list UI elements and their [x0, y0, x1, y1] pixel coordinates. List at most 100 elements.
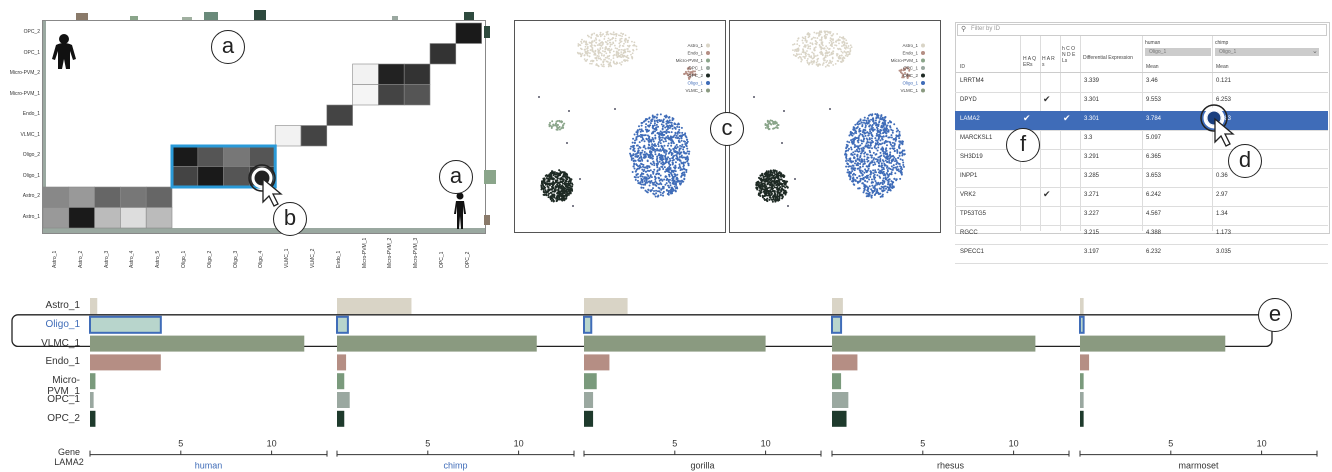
species-label-human: human	[195, 461, 223, 471]
heatmap-cell[interactable]	[403, 84, 431, 106]
col-header-id[interactable]: ID	[960, 64, 965, 70]
heatmap-cell[interactable]	[352, 84, 379, 106]
human-cluster-select[interactable]: Oligo_1	[1145, 48, 1211, 56]
col-header-haqers[interactable]: H A Q ERs	[1023, 56, 1037, 68]
col-header-hconsdels[interactable]: h C O N D E Ls	[1062, 46, 1076, 64]
table-row[interactable]: LRRTM4 3.339 3.46 0.121	[955, 73, 1328, 93]
umap-panel-left[interactable]: Astro_1 Endo_1 Micro-PVM_1 OPC_1 OPC_2 Oligo_…	[514, 20, 726, 233]
bar-gorilla-Astro_1[interactable]	[584, 298, 628, 314]
table-row[interactable]: MARCKSL1 3.3 5.097	[955, 130, 1328, 150]
heatmap-cell[interactable]	[326, 104, 353, 126]
species-label-chimp: chimp	[443, 461, 467, 471]
bar-marmoset-Oligo_1[interactable]	[1079, 315, 1085, 334]
heatmap-col-label: Astro_5	[155, 250, 162, 268]
bar-rhesus-VLMC_1[interactable]	[832, 335, 1036, 352]
bar-rhesus-Micro-PVM_1[interactable]	[832, 373, 842, 390]
bar-human-Oligo_1[interactable]	[89, 315, 162, 334]
heatmap-cell[interactable]	[300, 125, 328, 147]
bar-rhesus-Astro_1[interactable]	[832, 298, 843, 314]
bar-rhesus-OPC_2[interactable]	[832, 410, 847, 427]
bar-human-VLMC_1[interactable]	[90, 335, 305, 352]
bar-gorilla-VLMC_1[interactable]	[584, 335, 766, 352]
table-cell-diff: 3.285	[1084, 173, 1100, 179]
expression-bar-chart[interactable]: 5 10 human 5 10 chimp 5 10 gorilla 5 10 rhesus 5 10 ma…	[0, 290, 1332, 472]
umap-legend-label: Astro_1	[902, 43, 918, 48]
heatmap-cell[interactable]	[120, 207, 147, 229]
heatmap-cell[interactable]	[171, 145, 199, 167]
bar-rhesus-OPC_1[interactable]	[832, 392, 849, 408]
table-row[interactable]: SPECC1 3.197 6.232 3.035	[955, 244, 1328, 264]
heatmap-cell[interactable]	[197, 145, 224, 167]
chimp-cluster-select[interactable]: Oligo_1	[1215, 48, 1319, 56]
heatmap-cell[interactable]	[68, 207, 95, 229]
heatmap-cell[interactable]	[120, 186, 147, 208]
col-header-diff[interactable]: Differential Expression	[1083, 55, 1133, 61]
heatmap-cell[interactable]	[429, 43, 457, 65]
bar-human-Astro_1[interactable]	[90, 298, 98, 314]
bar-marmoset-OPC_1[interactable]	[1080, 392, 1084, 408]
bar-marmoset-Micro-PVM_1[interactable]	[1080, 373, 1084, 390]
heatmap-cell[interactable]	[94, 186, 121, 208]
table-row[interactable]: DPYD ✔ 3.301 9.553 6.253	[955, 92, 1328, 112]
table-row[interactable]: TP53TG5 3.227 4.567 1.34	[955, 206, 1328, 226]
table-row[interactable]: VRK2 ✔ 3.271 6.242 2.97	[955, 187, 1328, 207]
col-header-chimp[interactable]: chimp	[1215, 40, 1229, 46]
bar-rhesus-Oligo_1[interactable]	[831, 315, 843, 334]
heatmap-selection[interactable]	[170, 144, 277, 189]
bar-chimp-Endo_1[interactable]	[337, 354, 347, 371]
bar-human-Micro-PVM_1[interactable]	[90, 373, 96, 390]
heatmap-cell[interactable]	[43, 207, 70, 229]
heatmap-cell[interactable]	[145, 207, 173, 229]
bar-gorilla-OPC_1[interactable]	[584, 392, 594, 408]
umap-legend-swatch	[921, 88, 925, 93]
heatmap-cell[interactable]	[43, 186, 70, 208]
bar-chimp-Oligo_1[interactable]	[336, 315, 349, 334]
filter-box[interactable]: ⚲ Filter by ID	[957, 24, 1327, 36]
heatmap[interactable]	[43, 21, 485, 233]
umap-legend-label: OPC_2	[688, 73, 703, 78]
bar-human-OPC_2[interactable]	[90, 410, 96, 427]
heatmap-cell[interactable]	[378, 63, 405, 85]
col-header-hars[interactable]: H A R s	[1042, 56, 1055, 68]
table-row[interactable]: RGCC 3.215 4.388 1.173	[955, 225, 1328, 245]
callout-f: f	[1006, 128, 1040, 162]
col-header-human[interactable]: human	[1145, 40, 1161, 46]
bar-marmoset-Astro_1[interactable]	[1080, 298, 1084, 314]
bar-gorilla-OPC_2[interactable]	[584, 410, 594, 427]
heatmap-cell[interactable]	[352, 63, 379, 85]
heatmap-cell[interactable]	[197, 166, 224, 188]
bar-chimp-Micro-PVM_1[interactable]	[337, 373, 345, 390]
heatmap-cell[interactable]	[145, 186, 173, 208]
bar-marmoset-VLMC_1[interactable]	[1080, 335, 1226, 352]
bar-human-Endo_1[interactable]	[90, 354, 161, 371]
heatmap-cell[interactable]	[94, 207, 121, 229]
heatmap-cell[interactable]	[403, 63, 431, 85]
heatmap-cell[interactable]	[455, 22, 482, 44]
heatmap-cell[interactable]	[274, 125, 302, 147]
bar-chimp-OPC_2[interactable]	[337, 410, 345, 427]
heatmap-cell[interactable]	[68, 186, 95, 208]
bar-gorilla-Micro-PVM_1[interactable]	[584, 373, 597, 390]
bar-rhesus-Endo_1[interactable]	[832, 354, 858, 371]
table-row[interactable]: INPP1 3.285 3.653 0.36	[955, 168, 1328, 188]
table-cell-human: 6.242	[1146, 192, 1162, 198]
bar-chimp-Astro_1[interactable]	[337, 298, 412, 314]
bar-chimp-OPC_1[interactable]	[337, 392, 350, 408]
heatmap-cell[interactable]	[171, 166, 199, 188]
bar-gorilla-Endo_1[interactable]	[584, 354, 610, 371]
umap-legend-swatch	[706, 43, 710, 48]
bar-marmoset-Endo_1[interactable]	[1080, 354, 1090, 371]
table-row[interactable]: LAMA2 ✔ ✔ 3.301 3.784 0.483	[955, 111, 1328, 131]
heatmap-cell[interactable]	[378, 84, 405, 106]
table-cell-diff: 3.3	[1084, 135, 1093, 141]
table-row[interactable]: SH3D19 3.291 6.365	[955, 149, 1328, 169]
table-cell-human: 3.784	[1146, 116, 1162, 122]
bar-chimp-VLMC_1[interactable]	[337, 335, 537, 352]
chimp-dropdown-icon[interactable]: ⌄	[1312, 48, 1318, 55]
bar-gorilla-Oligo_1[interactable]	[583, 315, 593, 334]
umap-legend-swatch	[706, 73, 710, 78]
bar-marmoset-OPC_2[interactable]	[1080, 410, 1084, 427]
bar-human-OPC_1[interactable]	[90, 392, 94, 408]
heatmap-col-label: Astro_4	[129, 250, 136, 268]
umap-panel-right[interactable]: Astro_1 Endo_1 Micro-PVM_1 OPC_1 OPC_2 Oligo_…	[729, 20, 941, 233]
